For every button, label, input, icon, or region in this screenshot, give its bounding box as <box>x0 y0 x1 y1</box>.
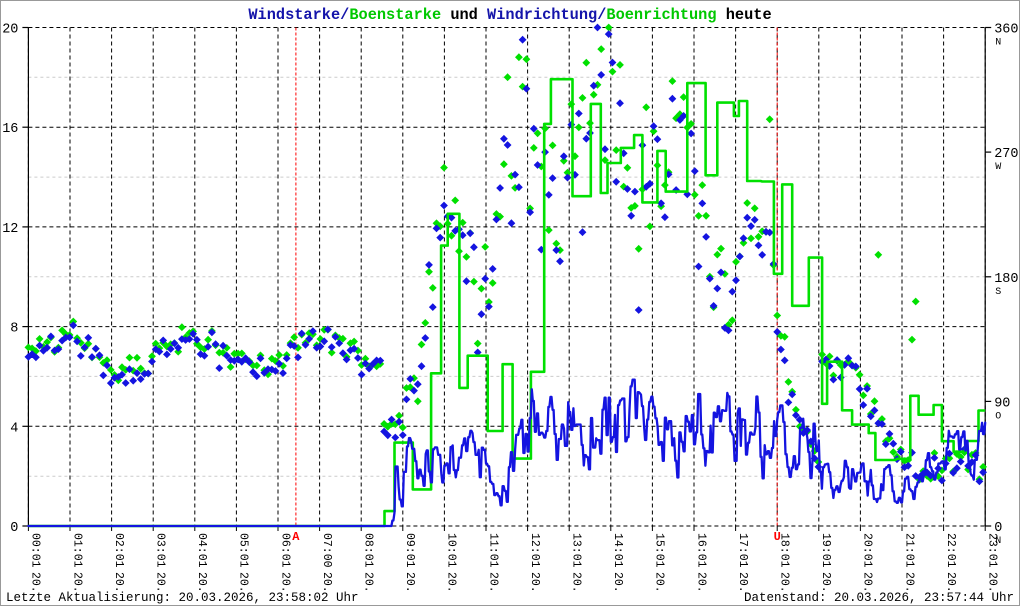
svg-text:S: S <box>995 287 1001 298</box>
svg-text:20.: 20. <box>819 572 832 593</box>
svg-text:20.: 20. <box>70 572 83 593</box>
svg-text:20.: 20. <box>778 572 791 593</box>
svg-text:N: N <box>995 38 1001 49</box>
svg-text:16: 16 <box>2 122 18 137</box>
svg-text:02:01: 02:01 <box>112 533 125 568</box>
svg-text:20.: 20. <box>154 572 167 593</box>
svg-text:04:01: 04:01 <box>195 533 208 568</box>
svg-text:05:01: 05:01 <box>237 533 250 568</box>
svg-text:20.: 20. <box>29 572 42 593</box>
svg-text:180: 180 <box>994 272 1018 287</box>
svg-text:20.: 20. <box>195 572 208 593</box>
svg-text:23:01: 23:01 <box>986 533 999 568</box>
svg-text:20: 20 <box>2 23 18 38</box>
svg-text:01:01: 01:01 <box>70 533 83 568</box>
svg-text:0: 0 <box>10 521 18 536</box>
svg-text:20:01: 20:01 <box>861 533 874 568</box>
svg-text:20.: 20. <box>944 572 957 593</box>
svg-text:09:01: 09:01 <box>403 533 416 568</box>
svg-text:20.: 20. <box>694 572 707 593</box>
svg-text:20.: 20. <box>237 572 250 593</box>
svg-text:10:01: 10:01 <box>445 533 458 568</box>
svg-text:13:01: 13:01 <box>570 533 583 568</box>
svg-text:O: O <box>995 411 1001 422</box>
svg-text:18:01: 18:01 <box>778 533 791 568</box>
svg-text:20.: 20. <box>653 572 666 593</box>
svg-text:00:01: 00:01 <box>29 533 42 568</box>
svg-text:20.: 20. <box>403 572 416 593</box>
svg-text:21:01: 21:01 <box>902 533 915 568</box>
svg-text:A: A <box>292 530 300 544</box>
svg-text:20.: 20. <box>445 572 458 593</box>
svg-text:20.: 20. <box>362 572 375 593</box>
svg-text:20.: 20. <box>320 572 333 593</box>
svg-text:03:01: 03:01 <box>154 533 167 568</box>
svg-text:06:01: 06:01 <box>278 533 291 568</box>
svg-text:8: 8 <box>10 322 18 337</box>
svg-text:20.: 20. <box>112 572 125 593</box>
svg-text:12:01: 12:01 <box>528 533 541 568</box>
svg-text:15:01: 15:01 <box>653 533 666 568</box>
svg-text:20.: 20. <box>528 572 541 593</box>
svg-text:20.: 20. <box>278 572 291 593</box>
svg-text:11:01: 11:01 <box>486 533 499 568</box>
svg-text:4: 4 <box>10 421 18 436</box>
svg-text:12: 12 <box>2 222 18 237</box>
svg-text:W: W <box>995 162 1001 173</box>
svg-text:270: 270 <box>994 147 1018 162</box>
svg-text:20.: 20. <box>986 572 999 593</box>
svg-text:20.: 20. <box>570 572 583 593</box>
svg-text:08:01: 08:01 <box>362 533 375 568</box>
svg-text:20.: 20. <box>861 572 874 593</box>
svg-text:90: 90 <box>994 396 1010 411</box>
svg-text:07:00: 07:00 <box>320 533 333 568</box>
svg-text:20.: 20. <box>611 572 624 593</box>
svg-text:14:01: 14:01 <box>611 533 624 568</box>
svg-text:22:01: 22:01 <box>944 533 957 568</box>
svg-text:16:01: 16:01 <box>694 533 707 568</box>
svg-text:20.: 20. <box>902 572 915 593</box>
svg-text:20.: 20. <box>486 572 499 593</box>
svg-text:17:01: 17:01 <box>736 533 749 568</box>
svg-text:20.: 20. <box>736 572 749 593</box>
svg-text:360: 360 <box>994 23 1018 38</box>
svg-text:19:01: 19:01 <box>819 533 832 568</box>
